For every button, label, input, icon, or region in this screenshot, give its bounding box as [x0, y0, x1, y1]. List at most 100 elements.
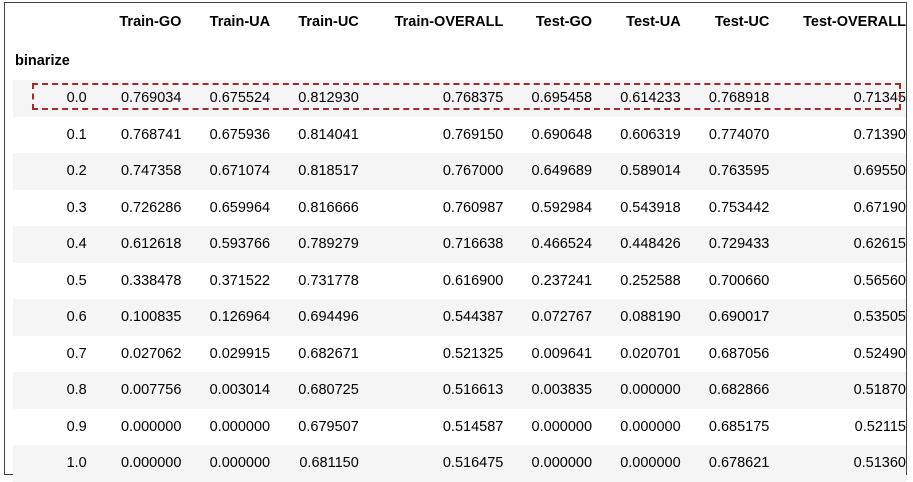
table-row: 0.0 0.769034 0.675524 0.812930 0.768375 0.695…: [13, 80, 906, 117]
row-index: 0.2: [66, 163, 87, 180]
table-cell: 0.371522: [209, 272, 271, 289]
table-cell: 0.000000: [620, 382, 681, 399]
table-body: 0.0 0.769034 0.675524 0.812930 0.768375 0.695…: [13, 80, 906, 482]
table-cell: 0.000000: [620, 418, 681, 435]
table-cell: 0.000000: [209, 455, 271, 472]
column-header: Test-OVERALL: [803, 14, 906, 30]
table-cell: 0.612618: [120, 236, 182, 253]
table-cell: 0.767000: [442, 163, 504, 180]
index-name: binarize: [15, 52, 70, 69]
table-row: 0.6 0.100835 0.126964 0.694496 0.544387 0.072…: [13, 299, 906, 336]
corner-cell: [13, 3, 93, 41]
table-header: Train-GO Train-UA Train-UC Train-OVERALL…: [13, 3, 906, 80]
column-header-row: Train-GO Train-UA Train-UC Train-OVERALL…: [13, 3, 906, 41]
row-index: 0.5: [66, 272, 87, 289]
row-index: 0.3: [66, 199, 87, 216]
table-cell: 0.53505: [853, 309, 906, 326]
table-cell: 0.606319: [620, 126, 681, 143]
table-cell: 0.593766: [209, 236, 271, 253]
table-cell: 0.753442: [708, 199, 770, 216]
table-cell: 0.763595: [708, 163, 770, 180]
table-cell: 0.675936: [209, 126, 271, 143]
table-cell: 0.000000: [120, 455, 182, 472]
column-header: Train-UA: [209, 14, 271, 30]
table-cell: 0.67190: [853, 199, 906, 216]
table-cell: 0.818517: [298, 163, 359, 180]
table-cell: 0.649689: [531, 163, 593, 180]
table-cell: 0.252588: [620, 272, 681, 289]
table-cell: 0.544387: [442, 309, 504, 326]
table-cell: 0.100835: [120, 309, 182, 326]
table-cell: 0.448426: [620, 236, 681, 253]
table-cell: 0.681150: [299, 455, 359, 472]
table-cell: 0.516613: [442, 382, 504, 399]
table-cell: 0.52115: [854, 418, 906, 435]
table-cell: 0.52490: [853, 345, 906, 362]
table-cell: 0.009641: [531, 345, 593, 362]
table-cell: 0.695458: [531, 90, 593, 107]
row-index: 1.0: [66, 455, 87, 472]
table-cell: 0.516475: [442, 455, 504, 472]
table-cell: 0.731778: [298, 272, 359, 289]
table-row: 0.1 0.768741 0.675936 0.814041 0.769150 0.690…: [13, 117, 906, 154]
table-row: 1.0 0.000000 0.000000 0.681150 0.516475 0.000…: [13, 445, 906, 482]
table-cell: 0.338478: [120, 272, 182, 289]
table-cell: 0.682866: [708, 382, 770, 399]
table-cell: 0.020701: [620, 345, 681, 362]
table-cell: 0.521325: [442, 345, 504, 362]
table-row: 0.7 0.027062 0.029915 0.682671 0.521325 0.009…: [13, 336, 906, 373]
table-cell: 0.671074: [209, 163, 271, 180]
row-index: 0.6: [66, 309, 87, 326]
table-cell: 0.675524: [209, 90, 271, 107]
table-cell: 0.680725: [298, 382, 359, 399]
table-cell: 0.814041: [298, 126, 359, 143]
column-header: Train-OVERALL: [394, 14, 504, 30]
table-cell: 0.614233: [620, 90, 681, 107]
table-cell: 0.71390: [853, 126, 906, 143]
table-cell: 0.685175: [708, 418, 770, 435]
table-cell: 0.000000: [531, 455, 593, 472]
table-cell: 0.774070: [708, 126, 770, 143]
table-cell: 0.543918: [620, 199, 681, 216]
table-cell: 0.003014: [209, 382, 271, 399]
index-name-row: binarize: [13, 41, 906, 80]
table-cell: 0.71345: [853, 90, 906, 107]
table-cell: 0.690648: [531, 126, 593, 143]
table-cell: 0.768918: [708, 90, 770, 107]
table-cell: 0.466524: [531, 236, 593, 253]
table-cell: 0.769150: [442, 126, 504, 143]
table-cell: 0.237241: [531, 272, 593, 289]
table-row: 0.2 0.747358 0.671074 0.818517 0.767000 0.649…: [13, 153, 906, 190]
table-cell: 0.51870: [853, 382, 906, 399]
table-cell: 0.679507: [298, 418, 359, 435]
table-row: 0.4 0.612618 0.593766 0.789279 0.716638 0.466…: [13, 226, 906, 263]
row-index: 0.7: [66, 345, 87, 362]
table-cell: 0.659964: [209, 199, 271, 216]
table-cell: 0.000000: [120, 418, 182, 435]
table-cell: 0.678621: [708, 455, 770, 472]
column-header: Test-UC: [714, 14, 770, 30]
table-row: 0.9 0.000000 0.000000 0.679507 0.514587 0.000…: [13, 409, 906, 446]
table-cell: 0.56560: [853, 272, 906, 289]
row-index: 0.9: [66, 418, 87, 435]
table-cell: 0.760987: [442, 199, 504, 216]
column-header: Test-UA: [626, 14, 681, 30]
table-cell: 0.072767: [531, 309, 593, 326]
table-cell: 0.768741: [120, 126, 182, 143]
table-cell: 0.769034: [120, 90, 182, 107]
table-cell: 0.000000: [531, 418, 593, 435]
table-cell: 0.589014: [620, 163, 681, 180]
table-cell: 0.812930: [298, 90, 359, 107]
table-row: 0.5 0.338478 0.371522 0.731778 0.616900 0.237…: [13, 263, 906, 300]
results-table: Train-GO Train-UA Train-UC Train-OVERALL…: [13, 3, 906, 482]
table-cell: 0.000000: [209, 418, 271, 435]
row-index: 0.0: [66, 90, 87, 107]
table-cell: 0.729433: [708, 236, 770, 253]
table-row: 0.3 0.726286 0.659964 0.816666 0.760987 0.592…: [13, 190, 906, 227]
table-cell: 0.126964: [209, 309, 271, 326]
table-cell: 0.694496: [298, 309, 359, 326]
table-cell: 0.51360: [853, 455, 906, 472]
table-cell: 0.726286: [120, 199, 182, 216]
table-cell: 0.747358: [120, 163, 182, 180]
table-cell: 0.616900: [442, 272, 504, 289]
